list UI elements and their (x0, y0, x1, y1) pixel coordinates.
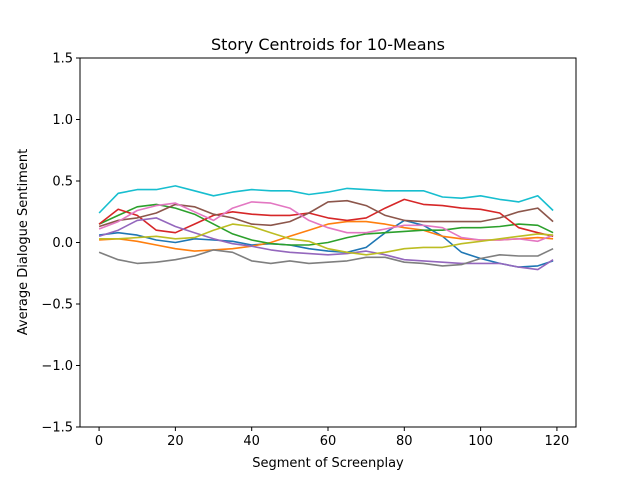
y-axis-ticks: −1.5 −1.0 −0.5 0.0 0.5 1.0 1.5 (41, 52, 80, 436)
x-axis-ticks: 0 20 40 60 80 100 120 (95, 427, 569, 449)
series-line-5 (98, 217, 554, 271)
x-tick-label: 40 (243, 434, 260, 449)
series-line-3 (98, 203, 554, 246)
x-tick-label: 0 (95, 434, 103, 449)
y-tick-label: 1.0 (52, 113, 73, 128)
series-layer (98, 185, 554, 271)
series-line-10 (98, 185, 554, 214)
chart-title: Story Centroids for 10-Means (211, 35, 445, 54)
series-line-7 (98, 201, 554, 243)
series-line-8 (98, 247, 554, 267)
x-tick-label: 80 (396, 434, 413, 449)
y-axis-label: Average Dialogue Sentiment (16, 149, 31, 336)
x-axis-label: Segment of Screenplay (252, 456, 404, 471)
series-line-4 (98, 198, 554, 238)
y-tick-label: −1.5 (41, 421, 73, 436)
y-tick-label: −0.5 (41, 298, 73, 313)
y-tick-label: 0.0 (52, 236, 73, 251)
y-tick-label: 1.5 (52, 52, 73, 67)
x-tick-label: 100 (468, 434, 493, 449)
x-tick-label: 20 (167, 434, 184, 449)
y-tick-label: 0.5 (52, 175, 73, 190)
series-line-6 (98, 199, 554, 228)
x-tick-label: 120 (545, 434, 570, 449)
y-tick-label: −1.0 (41, 359, 73, 374)
x-tick-label: 60 (320, 434, 337, 449)
series-line-9 (99, 223, 554, 256)
